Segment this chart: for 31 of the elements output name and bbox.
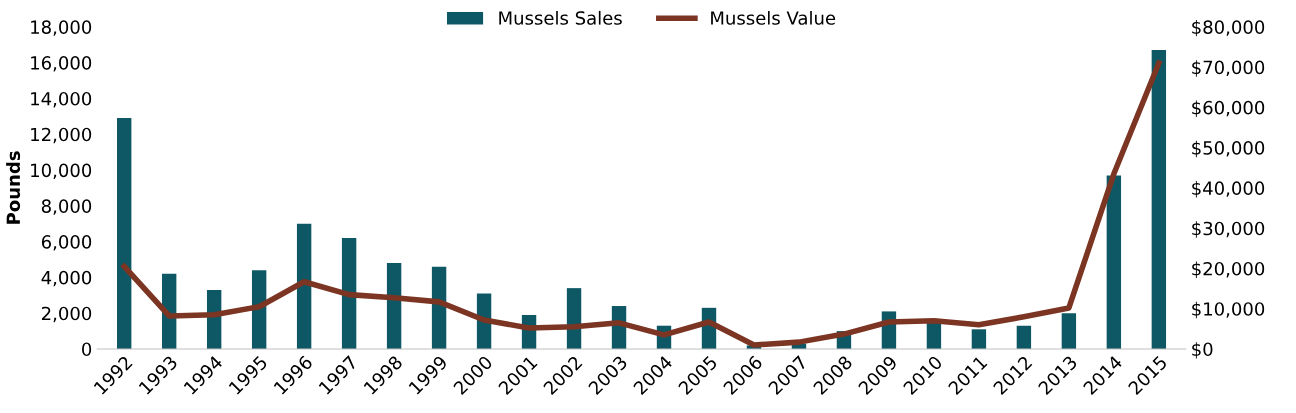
y-axis-title: Pounds xyxy=(6,151,21,224)
y-tick-label: 4,000 xyxy=(41,270,92,287)
bar xyxy=(386,263,402,349)
y-tick-label: 16,000 xyxy=(31,56,92,72)
y-tick-label: 12,000 xyxy=(31,127,92,144)
bar xyxy=(1061,313,1077,349)
y-tick-label: 8,000 xyxy=(41,199,92,215)
bar xyxy=(341,238,357,349)
y-tick-label: 2,000 xyxy=(41,306,92,323)
y2-tick-label: $40,000 xyxy=(1192,181,1265,198)
y2-tick-label: $0 xyxy=(1192,342,1213,359)
y2-tick-label: $60,000 xyxy=(1192,100,1265,117)
y-tick-label: 0 xyxy=(82,342,92,357)
bar xyxy=(296,223,312,349)
y2-tick-label: $80,000 xyxy=(1192,19,1265,37)
y-tick-label: 14,000 xyxy=(31,91,92,108)
y-tick-label: 18,000 xyxy=(31,20,92,36)
bar xyxy=(1151,50,1167,349)
y2-tick-label: $70,000 xyxy=(1192,60,1265,77)
bar xyxy=(971,329,987,349)
y2-tick-label: $10,000 xyxy=(1192,301,1265,319)
legend-label: Mussels Value xyxy=(711,10,836,25)
y2-tick-label: $20,000 xyxy=(1192,261,1265,278)
y-tick-label: 10,000 xyxy=(31,163,92,179)
y2-tick-label: $50,000 xyxy=(1192,140,1265,158)
legend-label: Mussels Sales xyxy=(499,10,622,25)
y-tick-label: 6,000 xyxy=(41,235,92,251)
bar xyxy=(1016,325,1032,349)
bar xyxy=(1106,175,1122,349)
y2-tick-label: $30,000 xyxy=(1192,221,1265,238)
bar xyxy=(116,118,132,349)
